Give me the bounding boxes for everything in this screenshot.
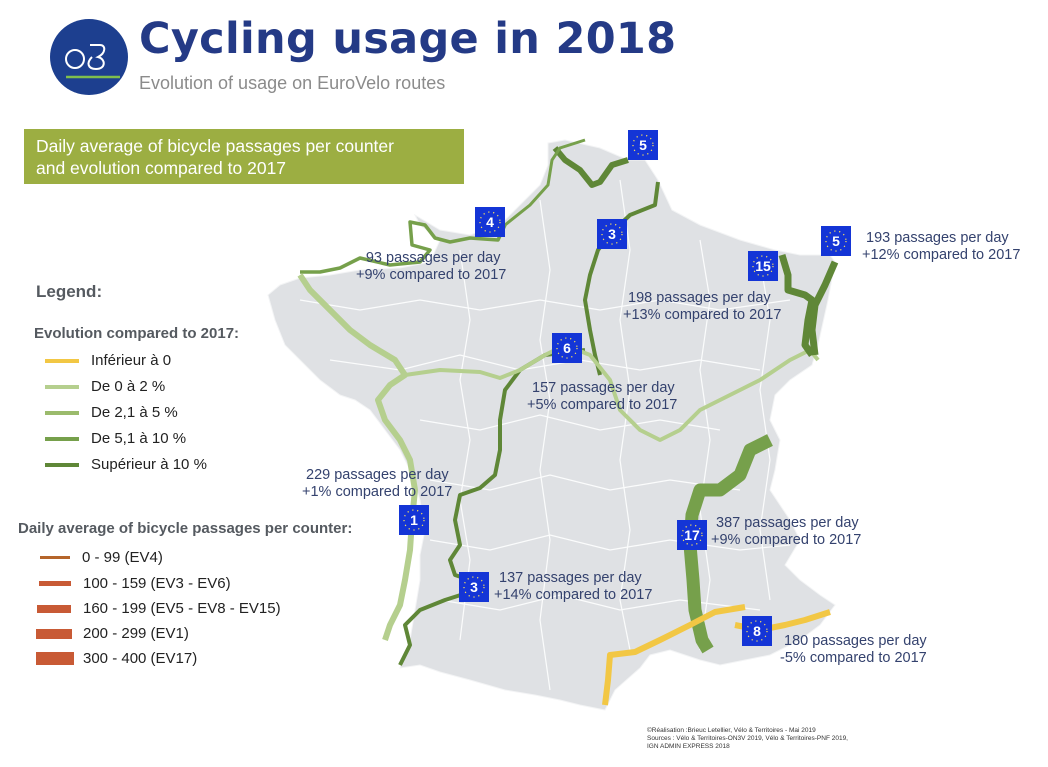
annotation-ev6: 157 passages per day +5% compared to 201…: [527, 380, 678, 413]
eurovelo-badge-8: 8: [742, 616, 772, 646]
annotation-ev15: 198 passages per day +13% compared to 20…: [623, 290, 782, 323]
annotation-ev17: 387 passages per day +9% compared to 201…: [711, 515, 862, 548]
eurovelo-badge-4: 4: [475, 207, 505, 237]
eurovelo-badge-5-east: 5: [821, 226, 851, 256]
legend-evolution-item: Supérieur à 10 %: [45, 456, 207, 473]
eu-stars-icon: [479, 211, 501, 233]
eu-stars-icon: [681, 524, 703, 546]
banner-line-1: Daily average of bicycle passages per co…: [36, 136, 394, 156]
eu-stars-icon: [752, 255, 774, 277]
legend-swatch: [36, 628, 72, 639]
eurovelo-badge-3-north: 3: [597, 219, 627, 249]
legend-passages-item: 0 - 99 (EV4): [38, 549, 163, 566]
legend-passages-item: 300 - 400 (EV17): [36, 650, 197, 667]
legend-label: Inférieur à 0: [91, 352, 172, 369]
map-credits: ©Réalisation :Brieuc Letellier, Vélo & T…: [647, 727, 848, 750]
bicycle-logo: [50, 19, 128, 95]
eurovelo-badge-3-south: 3: [459, 572, 489, 602]
legend-passages-item: 100 - 159 (EV3 - EV6): [38, 575, 231, 592]
legend-label: 160 - 199 (EV5 - EV8 - EV15): [83, 600, 281, 617]
legend-title: Legend:: [36, 282, 103, 301]
legend-swatch: [37, 604, 71, 613]
page-title: Cycling usage in 2018: [139, 14, 677, 64]
legend-passages-item: 200 - 299 (EV1): [36, 625, 189, 642]
legend-evolution-item: Inférieur à 0: [45, 352, 171, 369]
eu-stars-icon: [746, 620, 768, 642]
legend-label: 300 - 400 (EV17): [83, 650, 198, 667]
legend-label: De 2,1 à 5 %: [91, 404, 178, 421]
eurovelo-badge-5-north: 5: [628, 130, 658, 160]
map-banner: Daily average of bicycle passages per co…: [24, 129, 464, 184]
legend-label: 200 - 299 (EV1): [83, 625, 189, 642]
legend-swatch: [45, 358, 79, 363]
annotation-ev4: 93 passages per day +9% compared to 2017: [356, 250, 507, 283]
legend-label: 0 - 99 (EV4): [82, 549, 163, 566]
annotation-ev5-east: 193 passages per day +12% compared to 20…: [862, 230, 1021, 263]
page-subtitle: Evolution of usage on EuroVelo routes: [139, 73, 446, 93]
eurovelo-badge-17: 17: [677, 520, 707, 550]
annotation-ev1: 229 passages per day +1% compared to 201…: [302, 467, 453, 500]
eu-stars-icon: [403, 509, 425, 531]
eurovelo-badge-1: 1: [399, 505, 429, 535]
bicycle-icon: [65, 44, 120, 79]
eurovelo-badge-6: 6: [552, 333, 582, 363]
legend-swatch: [45, 436, 79, 441]
legend-evolution-item: De 2,1 à 5 %: [45, 404, 178, 421]
legend-swatch: [40, 556, 70, 559]
legend-swatch: [45, 462, 79, 467]
eu-stars-icon: [632, 134, 654, 156]
eu-stars-icon: [556, 337, 578, 359]
legend-swatch: [36, 652, 74, 665]
eurovelo-badge-15: 15: [748, 251, 778, 281]
legend-evolution-item: De 5,1 à 10 %: [45, 430, 186, 447]
legend-evolution-item: De 0 à 2 %: [45, 378, 165, 395]
eu-stars-icon: [463, 576, 485, 598]
eu-stars-icon: [825, 230, 847, 252]
legend-evolution-title: Evolution compared to 2017:: [34, 325, 240, 342]
legend-label: De 0 à 2 %: [91, 378, 166, 395]
legend-swatch: [45, 410, 79, 415]
legend-label: De 5,1 à 10 %: [91, 430, 187, 447]
banner-line-2: and evolution compared to 2017: [36, 158, 287, 178]
legend-swatch: [45, 384, 79, 389]
legend-swatch: [39, 581, 71, 586]
legend-passages-item: 160 - 199 (EV5 - EV8 - EV15): [37, 600, 281, 617]
annotation-ev8: 180 passages per day -5% compared to 201…: [780, 633, 927, 666]
eu-stars-icon: [601, 223, 623, 245]
legend-label: 100 - 159 (EV3 - EV6): [83, 575, 231, 592]
annotation-ev3-south: 137 passages per day +14% compared to 20…: [494, 570, 653, 603]
legend-passages-title: Daily average of bicycle passages per co…: [18, 520, 353, 537]
legend-label: Supérieur à 10 %: [91, 456, 207, 473]
